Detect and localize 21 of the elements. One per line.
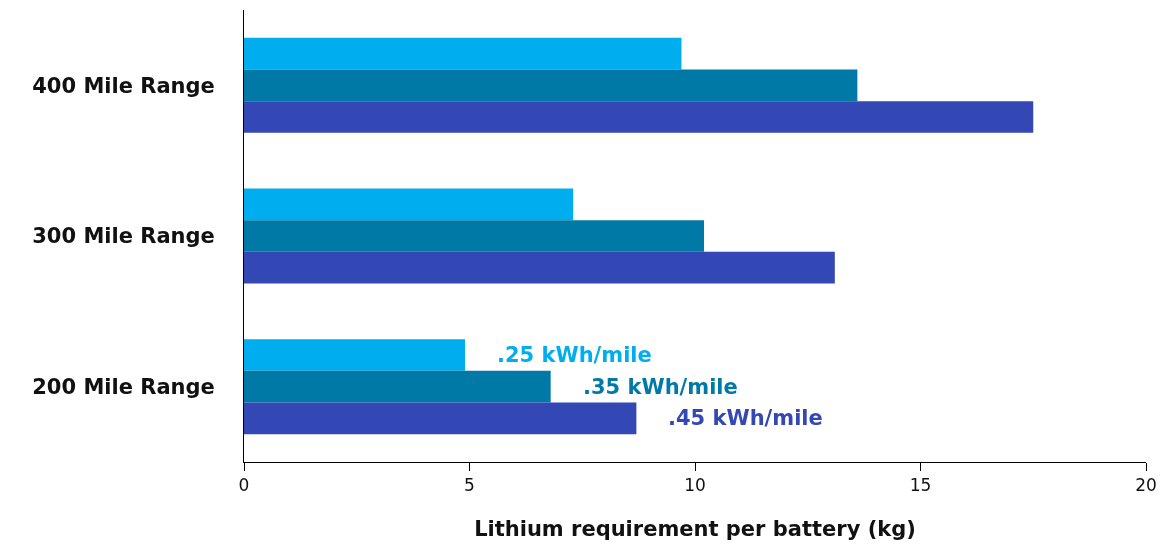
bar [244,220,705,252]
x-tick-label: 5 [464,475,475,496]
series-label: .25 kWh/mile [497,343,652,367]
x-tick-label: 0 [238,475,250,496]
x-tick-label: 20 [1135,475,1157,496]
y-tick-label: 200 Mile Range [32,375,215,400]
bar [244,251,835,284]
bar [244,69,858,102]
series-label: .45 kWh/mile [668,406,823,430]
series-label: .35 kWh/mile [583,375,738,399]
x-tick-label: 15 [909,475,932,496]
y-tick-label: 300 Mile Range [32,224,215,249]
bar [244,339,465,371]
x-axis-title: Lithium requirement per battery (kg) [474,516,916,541]
y-tick-label: 400 Mile Range [32,73,215,98]
bar [244,101,1034,133]
bar [244,37,682,70]
bar [244,370,551,403]
x-tick-label: 10 [684,475,706,496]
bar [244,402,637,435]
bar [244,188,574,221]
